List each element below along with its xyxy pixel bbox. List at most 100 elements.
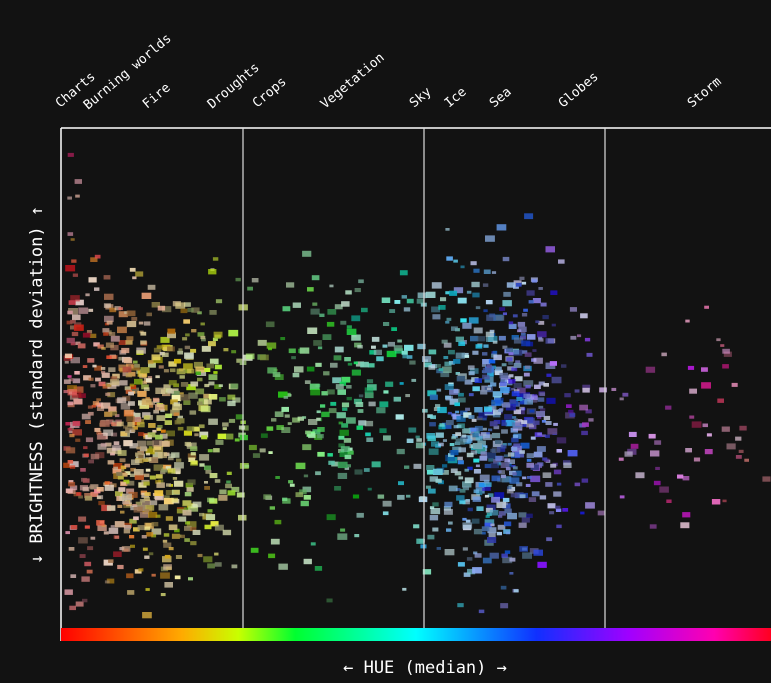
thumbnail [465,477,474,483]
thumbnail [201,323,205,326]
thumbnail [271,539,280,545]
thumbnail [495,398,504,404]
thumbnail [466,520,471,523]
thumbnail [208,509,213,512]
thumbnail [91,454,100,460]
thumbnail [723,500,727,503]
thumbnail [486,332,494,337]
thumbnail [117,422,124,427]
thumbnail [473,459,479,463]
thumbnail [204,368,210,372]
thumbnail [685,320,689,323]
thumbnail [502,422,507,425]
thumbnail [433,469,443,475]
thumbnail [450,443,455,446]
thumbnail [106,343,114,348]
thumbnail [397,340,402,343]
thumbnail [490,524,494,527]
thumbnail [529,497,536,502]
thumbnail [546,374,551,377]
thumbnail [226,481,231,484]
thumbnail [117,327,127,334]
thumbnail [290,484,295,487]
thumbnail [219,490,226,495]
thumbnail [444,502,452,507]
thumbnail [126,373,132,377]
thumbnail [117,397,126,403]
thumbnail [451,450,459,455]
thumbnail [369,402,376,407]
thumbnail [146,532,153,537]
thumbnail [448,412,452,415]
thumbnail [116,472,122,476]
thumbnail [514,383,522,388]
thumbnail [631,444,639,449]
thumbnail [485,235,495,241]
thumbnail [661,353,667,357]
thumbnail [474,469,481,474]
thumbnail [108,367,115,372]
thumbnail [89,378,94,381]
thumbnail [402,355,408,359]
thumbnail [150,500,157,505]
thumbnail [109,332,115,336]
thumbnail [200,336,205,339]
thumbnail [156,482,165,488]
thumbnail [311,542,316,545]
thumbnail [557,449,563,453]
thumbnail [620,398,624,401]
thumbnail [176,471,180,474]
thumbnail [501,462,510,468]
thumbnail [184,431,192,436]
thumbnail [267,426,274,430]
thumbnail [484,480,490,484]
thumbnail [526,484,531,487]
thumbnail [313,340,322,346]
thumbnail [540,495,546,499]
thumbnail [73,378,80,383]
thumbnail [131,429,135,432]
thumbnail [329,408,337,413]
thumbnail [142,374,147,377]
thumbnail [482,526,490,531]
thumbnail [562,508,568,512]
thumbnail [311,309,320,315]
thumbnail [483,283,488,287]
thumbnail [87,570,93,574]
thumbnail [409,361,415,365]
thumbnail [185,492,192,496]
thumbnail [456,337,464,342]
thumbnail [532,491,540,496]
thumbnail [215,562,222,567]
thumbnail [472,567,482,573]
thumbnail [340,430,349,436]
thumbnail [177,369,186,375]
thumbnail [502,300,512,306]
thumbnail [581,431,588,435]
thumbnail [582,388,589,393]
thumbnail [218,434,226,439]
thumbnail [97,495,103,499]
thumbnail [65,354,72,359]
thumbnail [342,408,347,411]
thumbnail [429,422,436,426]
thumbnail [712,499,720,505]
thumbnail [144,321,151,325]
thumbnail [162,353,169,357]
thumbnail [352,370,361,376]
thumbnail [453,359,460,364]
thumbnail [499,470,505,474]
thumbnail [125,464,131,468]
thumbnail [538,397,545,401]
thumbnail [229,419,235,423]
thumbnail [472,293,479,298]
thumbnail [446,528,451,531]
thumbnail [527,476,532,479]
thumbnail [70,465,75,468]
thumbnail [209,374,218,380]
thumbnail [535,320,539,323]
thumbnail [489,533,496,538]
thumbnail [72,332,78,336]
thumbnail [96,520,104,526]
thumbnail [73,274,78,277]
